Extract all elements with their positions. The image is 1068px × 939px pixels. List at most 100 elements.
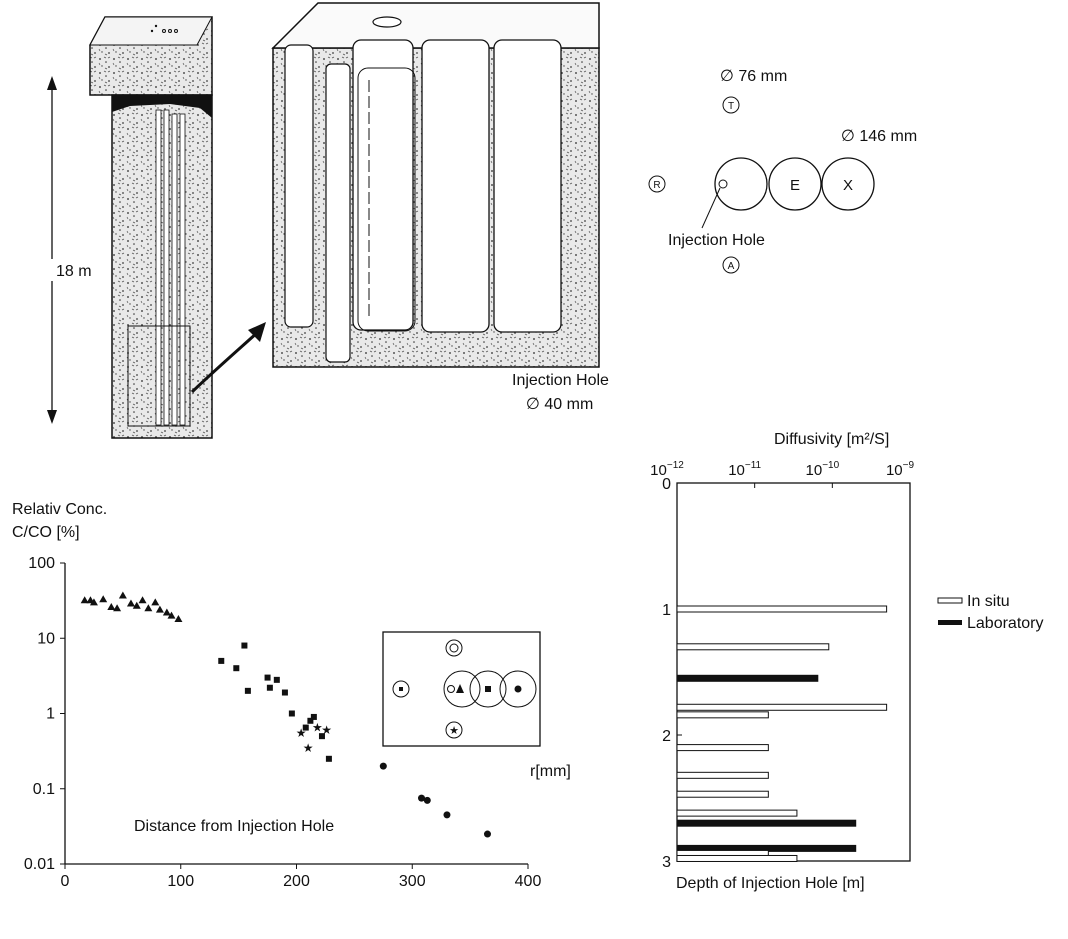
arrow-head	[47, 410, 57, 424]
bar-in-situ	[676, 605, 888, 613]
bar-laboratory	[676, 819, 857, 827]
bar-bars	[676, 605, 888, 862]
bar-in-situ	[676, 744, 769, 752]
hole-E	[768, 157, 822, 211]
concentration-chart: Relativ Conc. C/CO [%] r[mm] Distance fr…	[12, 501, 571, 890]
borehole	[155, 109, 162, 426]
data-point-triangle	[80, 596, 89, 604]
data-point-triangle	[99, 595, 108, 603]
diffusivity-chart: Diffusivity [m²/S] Depth of Injection Ho…	[650, 431, 1043, 892]
x-axis-title: Distance from Injection Hole	[134, 818, 334, 835]
borehole-section: 18 m	[40, 16, 266, 439]
borehole	[493, 39, 562, 333]
legend: In situ Laboratory	[937, 593, 1044, 632]
data-point-square	[325, 755, 332, 762]
inset-hole-main	[443, 670, 481, 708]
hole-mark	[174, 29, 178, 33]
detail-rock-top	[271, 2, 600, 49]
bar-in-situ	[676, 711, 769, 719]
bar-in-situ	[676, 643, 830, 651]
data-point-star: ★	[312, 721, 323, 735]
borehole	[171, 113, 178, 426]
y-axis-label-line2: C/CO [%]	[12, 524, 80, 541]
arrow-head	[47, 76, 57, 90]
data-point-square	[233, 665, 240, 672]
injection-hole	[718, 179, 728, 189]
borehole-detail: Injection Hole ∅ 40 mm	[271, 2, 609, 413]
data-point-triangle	[126, 599, 135, 607]
data-point-triangle	[151, 598, 160, 606]
legend-swatch-laboratory	[938, 620, 962, 625]
inset-hole-X	[499, 670, 537, 708]
diameter-small-label: ∅ 76 mm	[720, 68, 787, 85]
data-point-circle	[483, 830, 491, 838]
depth-label: 18 m	[56, 263, 92, 280]
bar-y-tick-label: 1	[662, 602, 671, 619]
legend-label-laboratory: Laboratory	[967, 615, 1044, 632]
inset-hole-E	[469, 670, 507, 708]
bar-x-tick-label: 10−11	[728, 460, 761, 479]
inset-plan: ★	[382, 631, 541, 747]
data-point-circle	[379, 762, 387, 770]
scatter-points: ★★★★	[80, 591, 491, 838]
data-point-square	[310, 713, 317, 720]
hole-circle	[714, 157, 768, 211]
x-tick-label: 300	[399, 873, 426, 890]
diameter-large-label: ∅ 146 mm	[841, 128, 917, 145]
inset-marker-triangle	[456, 684, 464, 693]
bar-y-tick-label: 0	[662, 476, 671, 493]
data-point-square	[264, 674, 271, 681]
borehole	[352, 39, 414, 331]
bar-in-situ	[676, 703, 888, 711]
label-bg	[40, 259, 90, 281]
plan-view: ∅ 76 mm T ∅ 146 mm R E X Injection Hole …	[648, 68, 917, 274]
data-point-square	[266, 684, 273, 691]
borehole	[421, 39, 490, 333]
bar-x-tick-label: 10−10	[806, 460, 840, 479]
bar-y-tick-label: 3	[662, 854, 671, 871]
y-tick-label: 0.1	[33, 781, 55, 798]
y-axis-label-line1: Relativ Conc.	[12, 501, 107, 518]
data-point-square	[307, 717, 314, 724]
data-point-triangle	[107, 603, 116, 611]
hole-mark	[150, 29, 154, 33]
y-tick-label: 1	[46, 706, 55, 723]
hole-A-label: A	[728, 261, 735, 272]
data-point-square	[218, 657, 225, 664]
x-unit-label: r[mm]	[530, 763, 571, 780]
hole-X-label: X	[843, 177, 853, 194]
bar-x-tick-label: 10−9	[886, 460, 915, 479]
data-point-square	[281, 689, 288, 696]
inset-marker-dot	[399, 687, 403, 691]
hole-R	[648, 175, 666, 193]
shaft-opening	[112, 95, 212, 118]
data-point-square	[318, 733, 325, 740]
data-point-square	[302, 724, 309, 731]
data-point-square	[273, 676, 280, 683]
hole-mark	[162, 29, 166, 33]
data-point-triangle	[162, 608, 171, 616]
hole-R-label: R	[653, 180, 660, 191]
y-tick-label: 0.01	[24, 856, 55, 873]
data-point-circle	[443, 811, 451, 819]
scatter-axes: 0 100 200 300 400 0.01 0.1 1 10 100	[24, 555, 542, 890]
legend-label-insitu: In situ	[967, 593, 1010, 610]
borehole	[179, 113, 186, 426]
data-point-star: ★	[303, 741, 314, 755]
bar-in-situ	[676, 809, 798, 817]
data-point-triangle	[118, 591, 127, 599]
arrow-head	[248, 322, 266, 342]
data-point-triangle	[167, 611, 176, 619]
bar-plot-frame	[676, 482, 911, 862]
inset-hole-T	[445, 639, 463, 657]
data-point-triangle	[89, 598, 98, 606]
bar-in-situ	[676, 771, 769, 779]
x-tick-label: 200	[283, 873, 310, 890]
x-tick-label: 400	[515, 873, 542, 890]
data-point-star: ★	[321, 723, 332, 737]
bar-y-tick-label: 2	[662, 728, 671, 745]
legend-swatch-insitu	[937, 597, 963, 604]
data-point-circle	[418, 794, 426, 802]
inset-marker-open-circle	[449, 643, 459, 653]
borehole-top	[372, 16, 402, 28]
